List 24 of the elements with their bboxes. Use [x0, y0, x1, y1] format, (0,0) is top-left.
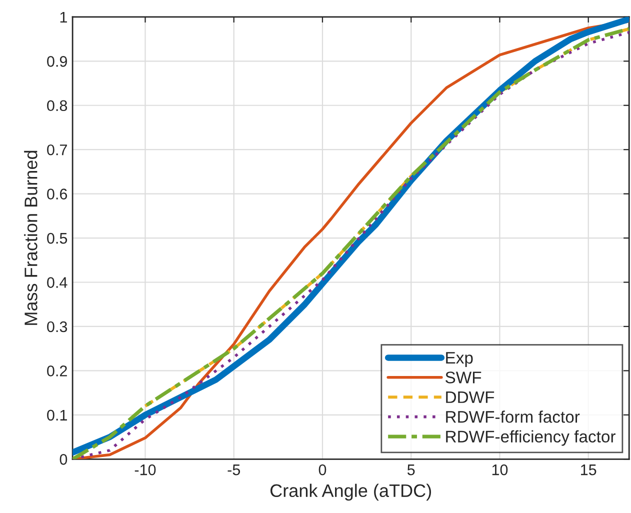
y-axis-title: Mass Fraction Burned [24, 150, 38, 325]
y-tick-label: 0.9 [47, 56, 67, 67]
legend-label: SWF [446, 372, 482, 384]
legend-label: DDWF [446, 391, 494, 403]
y-tick-label: 0.8 [47, 100, 68, 112]
y-tick-label: 0.7 [47, 144, 67, 156]
y-tick-label: 0.4 [47, 277, 68, 288]
x-tick-label: 5 [407, 464, 415, 476]
legend-label: Exp [446, 352, 473, 367]
x-tick-label: 15 [581, 464, 596, 476]
y-tick-label: 0.1 [47, 410, 67, 421]
legend-label: RDWF-form factor [446, 410, 580, 423]
y-tick-label: 0 [60, 454, 68, 465]
y-tick-label: 0.3 [47, 321, 68, 332]
y-tick-label: 0.6 [47, 188, 68, 200]
y-tick-label: 1 [60, 12, 67, 22]
y-tick-label: 0.5 [47, 232, 68, 244]
x-tick-label: 10 [492, 464, 508, 476]
x-tick-label: 0 [318, 464, 326, 476]
legend-label: RDWF-efficiency factor [446, 430, 616, 446]
x-tick-label: -5 [228, 464, 240, 476]
x-tick-label: -10 [134, 464, 156, 476]
x-axis-title: Crank Angle (aTDC) [270, 484, 431, 501]
y-tick-label: 0.2 [47, 366, 67, 376]
